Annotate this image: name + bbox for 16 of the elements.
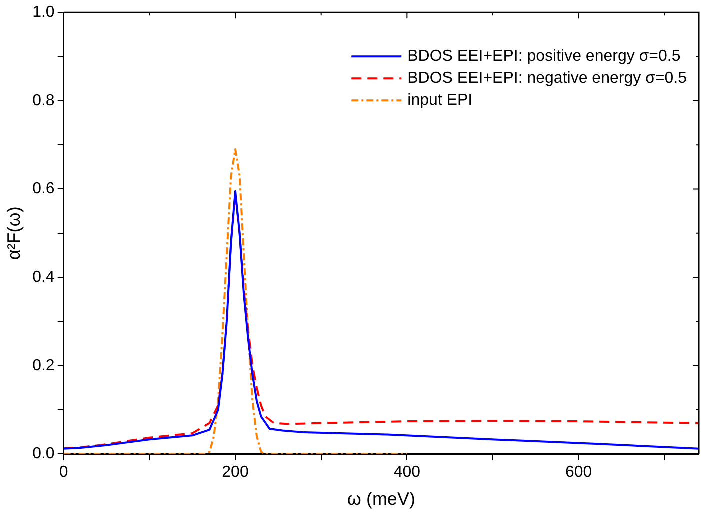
y-tick-label: 0.4 [32,268,55,286]
y-tick-label: 0.6 [32,180,55,198]
x-tick-label: 200 [222,464,249,482]
legend-label: input EPI [408,92,473,110]
x-axis-title: ω (meV) [347,489,416,510]
y-tick-label: 0.0 [32,446,55,463]
y-tick-label: 0.8 [32,92,55,110]
y-tick-label: 0.2 [32,357,55,374]
legend-label: BDOS EEI+EPI: negative energy σ=0.5 [408,70,688,88]
x-tick-label: 400 [394,464,421,482]
y-tick-label: 1.0 [32,4,55,22]
line-series [64,148,408,454]
legend-label: BDOS EEI+EPI: positive energy σ=0.5 [408,48,681,66]
x-tick-label: 600 [565,464,592,482]
x-tick-label: 0 [59,464,68,482]
y-axis-title: α²F(ω) [4,206,24,260]
